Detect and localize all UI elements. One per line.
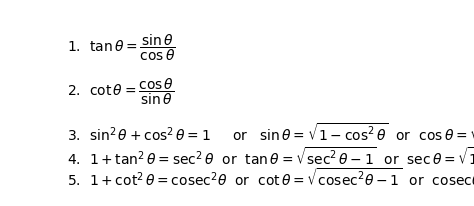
Text: 4.  $1 + \tan^2\theta = \sec^2\theta$  or  $\tan\theta = \sqrt{\sec^2\theta - 1}: 4. $1 + \tan^2\theta = \sec^2\theta$ or … (66, 146, 474, 168)
Text: 2.  $\cot\theta = \dfrac{\cos\theta}{\sin\theta}$: 2. $\cot\theta = \dfrac{\cos\theta}{\sin… (66, 77, 174, 107)
Text: 1.  $\tan\theta = \dfrac{\sin\theta}{\cos\theta}$: 1. $\tan\theta = \dfrac{\sin\theta}{\cos… (66, 33, 175, 63)
Text: 3.  $\sin^2\theta + \cos^2\theta = 1$     or   $\sin\theta = \sqrt{1-\cos^2\thet: 3. $\sin^2\theta + \cos^2\theta = 1$ or … (66, 122, 474, 144)
Text: 5.  $1 + \cot^2\theta = \mathrm{cosec}^2\theta$  or  $\cot\theta = \sqrt{\mathrm: 5. $1 + \cot^2\theta = \mathrm{cosec}^2\… (66, 168, 474, 190)
